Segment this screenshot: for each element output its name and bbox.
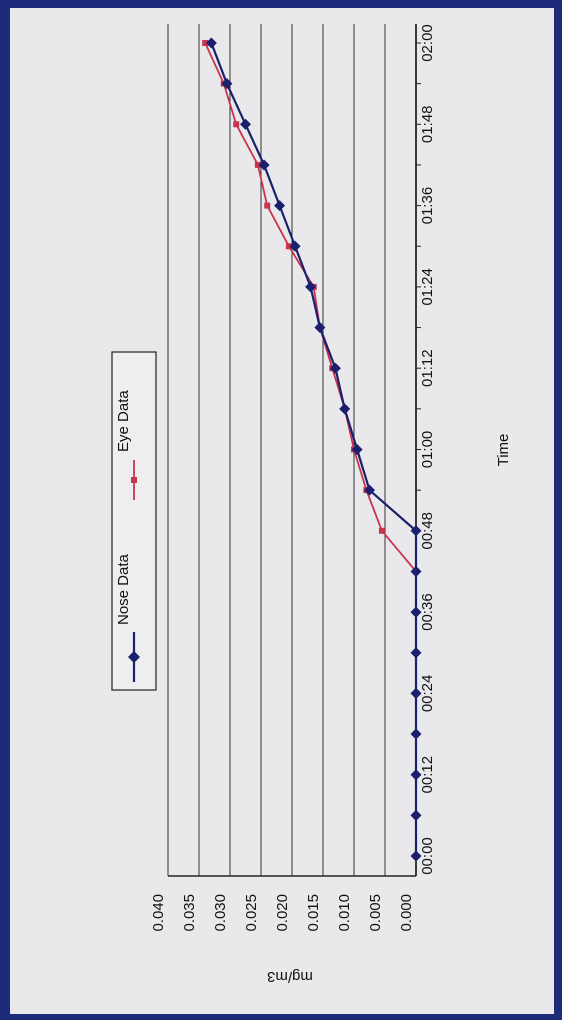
y-axis-label: mg/m3 — [267, 968, 313, 985]
y-tick-label: 0.035 — [181, 894, 198, 932]
x-axis-label: Time — [495, 434, 512, 467]
y-tick-label: 0.040 — [150, 894, 167, 932]
x-tick-label: 01:00 — [419, 431, 436, 469]
data-point — [240, 118, 251, 130]
x-tick-label: 00:48 — [419, 512, 436, 550]
series-line — [204, 42, 417, 856]
x-tick-label: 01:36 — [419, 187, 436, 225]
y-tick-label: 0.005 — [367, 894, 384, 932]
data-point — [410, 809, 422, 821]
data-point — [264, 202, 271, 209]
x-tick-label: 01:24 — [419, 268, 436, 306]
data-point — [410, 565, 422, 577]
x-tick-label: 00:12 — [419, 756, 436, 794]
data-point — [254, 161, 261, 168]
data-point — [410, 525, 422, 537]
data-point — [410, 850, 422, 862]
y-tick-label: 0.020 — [274, 894, 291, 932]
data-point — [258, 159, 270, 171]
data-point — [289, 240, 301, 252]
data-point — [274, 200, 286, 212]
y-tick-label: 0.015 — [305, 894, 322, 932]
y-tick-label: 0.025 — [243, 894, 260, 932]
x-tick-label: 01:12 — [419, 349, 436, 387]
data-point — [205, 37, 217, 49]
data-point — [410, 687, 422, 699]
legend-marker — [128, 651, 140, 663]
legend-label: Eye Data — [115, 390, 132, 452]
x-tick-label: 02:00 — [419, 24, 436, 62]
data-point — [285, 243, 292, 250]
x-tick-label: 01:48 — [419, 106, 436, 144]
data-point — [378, 527, 385, 534]
legend-marker — [131, 477, 137, 483]
data-point — [233, 121, 240, 128]
data-point — [221, 78, 233, 90]
chart-panel — [10, 8, 554, 1014]
x-tick-label: 00:36 — [419, 593, 436, 631]
data-point — [305, 281, 317, 293]
data-point — [410, 606, 422, 618]
data-point — [202, 40, 209, 46]
x-tick-label: 00:24 — [419, 675, 436, 713]
y-tick-label: 0.000 — [398, 894, 415, 932]
data-point — [410, 647, 422, 659]
data-point — [314, 322, 326, 334]
data-point — [410, 769, 422, 781]
data-point — [410, 728, 422, 740]
data-point — [329, 362, 341, 374]
x-tick-label: 00:00 — [419, 837, 436, 875]
y-tick-label: 0.010 — [336, 894, 353, 932]
legend-label: Nose Data — [115, 553, 132, 625]
data-point — [364, 484, 375, 496]
y-tick-label: 0.030 — [212, 894, 229, 932]
data-point — [339, 403, 351, 415]
data-point — [351, 444, 363, 455]
